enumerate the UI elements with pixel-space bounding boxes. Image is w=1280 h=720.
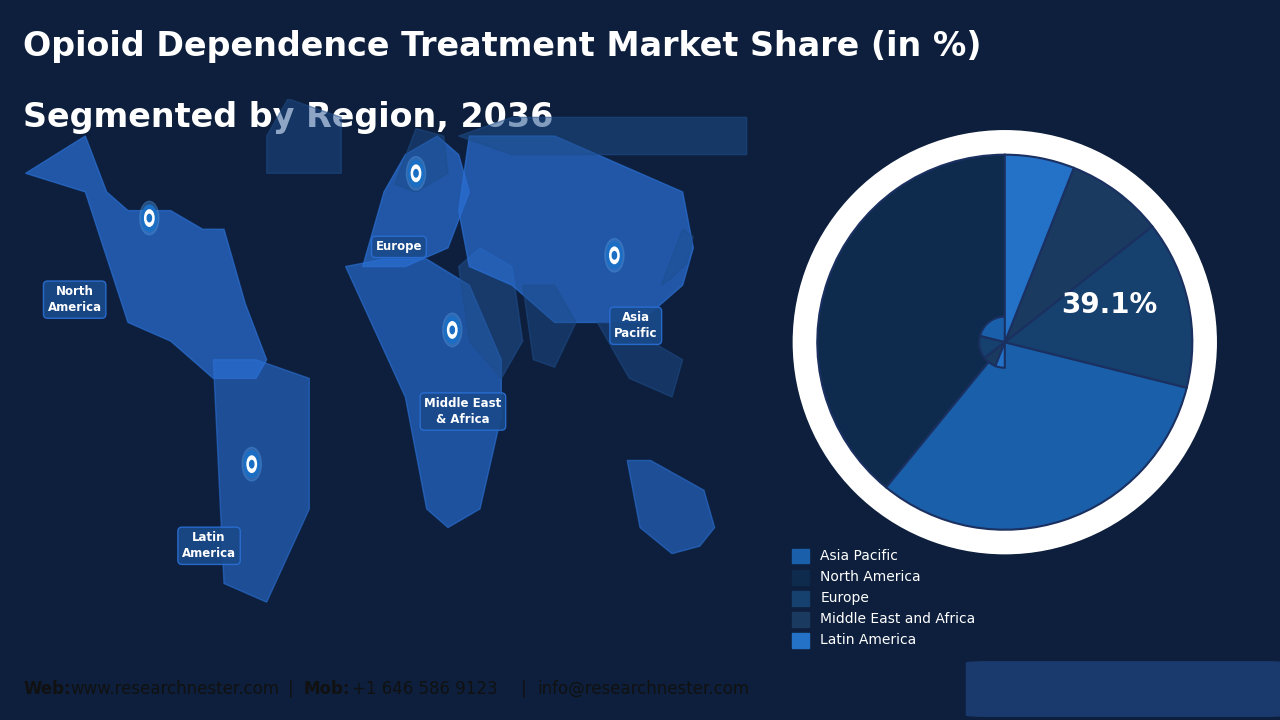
Text: Middle East
& Africa: Middle East & Africa <box>424 397 502 426</box>
Circle shape <box>448 322 457 338</box>
Text: info@researchnester.com: info@researchnester.com <box>538 680 750 698</box>
Text: |: | <box>521 680 526 698</box>
Text: Segmented by Region, 2036: Segmented by Region, 2036 <box>23 101 553 134</box>
Text: Europe: Europe <box>820 591 869 606</box>
Wedge shape <box>886 317 1187 530</box>
Text: Opioid Dependence Treatment Market Share (in %): Opioid Dependence Treatment Market Share… <box>23 30 982 63</box>
Circle shape <box>445 317 460 343</box>
Bar <box>792 612 809 626</box>
Bar <box>792 591 809 606</box>
Text: Web:: Web: <box>23 680 70 698</box>
Text: ⟳: ⟳ <box>1024 676 1043 696</box>
Circle shape <box>451 326 454 333</box>
Bar <box>792 549 809 564</box>
Polygon shape <box>522 285 576 367</box>
Text: Middle East and Africa: Middle East and Africa <box>820 612 975 626</box>
Polygon shape <box>458 117 746 155</box>
Circle shape <box>407 156 425 190</box>
Text: Latin America: Latin America <box>820 634 916 647</box>
Text: 39.1%: 39.1% <box>1061 291 1157 319</box>
Circle shape <box>413 170 419 177</box>
Text: North America: North America <box>820 570 922 584</box>
Circle shape <box>244 451 260 477</box>
Circle shape <box>803 140 1207 544</box>
Text: Research Nester: Research Nester <box>1082 673 1204 686</box>
Circle shape <box>140 202 159 235</box>
Wedge shape <box>817 155 1030 487</box>
Wedge shape <box>984 168 1152 366</box>
Circle shape <box>612 251 617 259</box>
Text: North
America: North America <box>47 285 101 314</box>
Circle shape <box>242 447 261 481</box>
Text: Mob:: Mob: <box>303 680 349 698</box>
Circle shape <box>609 247 620 264</box>
Circle shape <box>145 210 154 226</box>
Text: www.researchnester.com: www.researchnester.com <box>70 680 279 698</box>
Polygon shape <box>362 136 470 266</box>
Circle shape <box>443 313 462 347</box>
Polygon shape <box>662 229 694 285</box>
Text: Connect. Lead. Accomplish.: Connect. Lead. Accomplish. <box>1082 698 1207 707</box>
Polygon shape <box>458 248 522 379</box>
Polygon shape <box>214 360 310 602</box>
Text: Asia Pacific: Asia Pacific <box>820 549 899 563</box>
Text: Asia
Pacific: Asia Pacific <box>614 311 658 341</box>
Circle shape <box>411 165 421 181</box>
Bar <box>792 570 809 585</box>
Polygon shape <box>598 323 682 397</box>
Polygon shape <box>26 136 266 379</box>
Text: Latin
America: Latin America <box>182 531 236 560</box>
Circle shape <box>607 243 622 269</box>
Polygon shape <box>627 460 714 554</box>
Polygon shape <box>266 99 342 174</box>
Wedge shape <box>979 226 1193 387</box>
Bar <box>792 633 809 648</box>
Circle shape <box>408 161 424 186</box>
Polygon shape <box>346 259 502 528</box>
Text: |: | <box>288 680 293 698</box>
Circle shape <box>147 215 151 222</box>
Circle shape <box>604 238 625 272</box>
Text: +1 646 586 9123: +1 646 586 9123 <box>352 680 498 698</box>
Wedge shape <box>996 155 1074 368</box>
Polygon shape <box>394 129 448 192</box>
Circle shape <box>250 460 253 468</box>
FancyBboxPatch shape <box>966 662 1280 716</box>
Text: Europe: Europe <box>376 240 422 253</box>
Circle shape <box>247 456 256 472</box>
Polygon shape <box>458 136 694 323</box>
Circle shape <box>142 205 157 231</box>
